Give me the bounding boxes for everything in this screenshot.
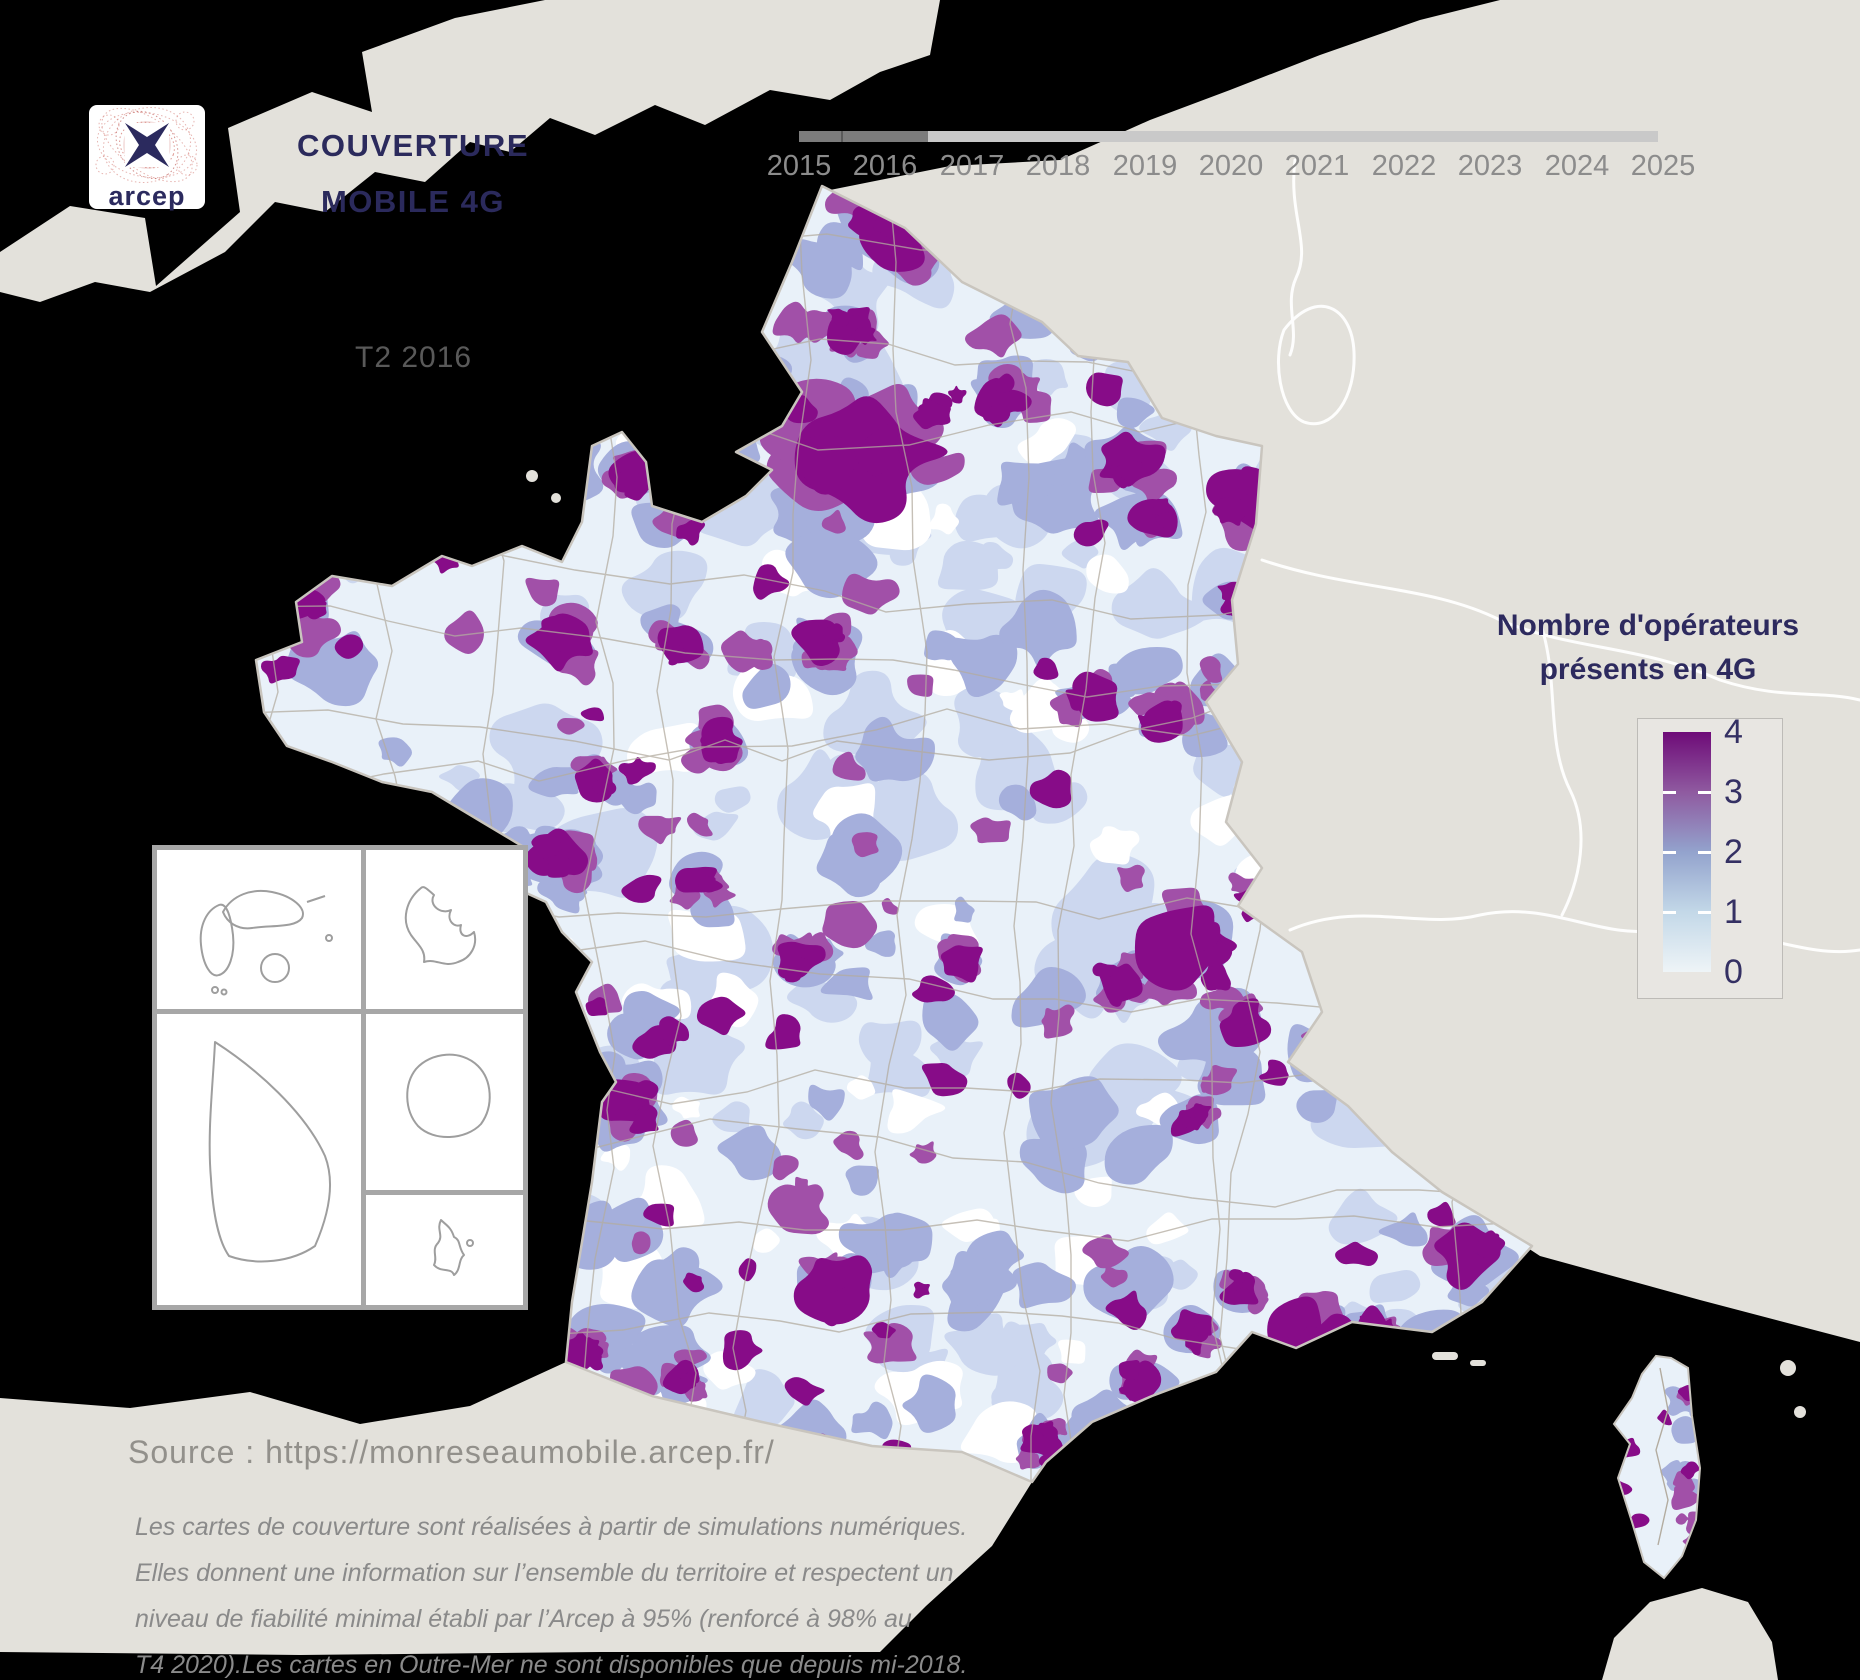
- legend-tick-mark: [1698, 791, 1711, 794]
- guyane-outline: [208, 1041, 331, 1263]
- timeline-slider-handle[interactable]: [841, 131, 843, 142]
- legend-tick-0: 0: [1724, 953, 1743, 991]
- legend-tick-4: 4: [1724, 713, 1743, 751]
- legend-tick-mark: [1663, 911, 1676, 914]
- inset-reunion[interactable]: [366, 1014, 523, 1190]
- legend-title: Nombre d'opérateurs présents en 4G: [1462, 604, 1834, 692]
- martinique-outline: [404, 886, 477, 965]
- timeline-year-2025[interactable]: 2025: [1630, 150, 1696, 182]
- timeline-year-2023[interactable]: 2023: [1457, 150, 1523, 182]
- disclaimer-line: niveau de fiabilité minimal établi par l…: [135, 1605, 912, 1633]
- legend-tick-mark: [1663, 791, 1676, 794]
- guadeloupe-outline: [199, 890, 333, 996]
- inset-guyane[interactable]: [157, 1014, 361, 1305]
- inset-mayotte[interactable]: [366, 1195, 523, 1305]
- country-borders: [1260, 158, 1860, 954]
- legend-tick-1: 1: [1724, 893, 1743, 931]
- timeline-slider-progress[interactable]: [799, 131, 928, 142]
- legend-title-line1: Nombre d'opérateurs: [1496, 609, 1800, 642]
- inset-guadeloupe[interactable]: [157, 850, 361, 1009]
- timeline-year-2017[interactable]: 2017: [939, 150, 1005, 182]
- legend-tick-mark: [1663, 851, 1676, 854]
- legend-tick-3: 3: [1724, 773, 1743, 811]
- legend-tick-2: 2: [1724, 833, 1743, 871]
- page-title: COUVERTURE MOBILE 4G: [233, 118, 593, 230]
- source-caption: Source : https://monreseaumobile.arcep.f…: [128, 1434, 775, 1470]
- legend-tick-mark: [1698, 911, 1711, 914]
- timeline-slider-track[interactable]: [799, 131, 1658, 142]
- timeline-year-2019[interactable]: 2019: [1112, 150, 1178, 182]
- disclaimer-line: T4 2020).Les cartes en Outre-Mer ne sont…: [135, 1651, 968, 1679]
- arcep-logo-scribble-icon: [95, 106, 198, 184]
- page-title-line2: MOBILE 4G: [320, 184, 505, 219]
- timeline-year-2021[interactable]: 2021: [1284, 150, 1350, 182]
- reunion-outline: [406, 1053, 491, 1139]
- disclaimer-line: Les cartes de couverture sont réalisées …: [135, 1513, 968, 1541]
- page-title-line1: COUVERTURE: [296, 128, 529, 163]
- timeline-year-2024[interactable]: 2024: [1544, 150, 1610, 182]
- period-label: T2 2016: [355, 341, 473, 374]
- disclaimer: Les cartes de couverture sont réalisées …: [135, 1504, 968, 1680]
- arcep-logo-text: arcep: [108, 181, 186, 211]
- corsica-region: [1612, 1354, 1702, 1580]
- mayotte-outline: [433, 1219, 474, 1276]
- timeline-year-2016[interactable]: 2016: [852, 150, 918, 182]
- inset-martinique[interactable]: [366, 850, 523, 1009]
- disclaimer-line: Elles donnent une information sur l’ense…: [135, 1559, 954, 1587]
- timeline-year-2018[interactable]: 2018: [1025, 150, 1091, 182]
- timeline-year-2020[interactable]: 2020: [1198, 150, 1264, 182]
- timeline-year-2022[interactable]: 2022: [1371, 150, 1437, 182]
- legend-title-line2: présents en 4G: [1539, 653, 1757, 686]
- timeline-year-2015[interactable]: 2015: [766, 150, 832, 182]
- arcep-logo: arcep: [89, 105, 205, 211]
- legend-tick-mark: [1698, 851, 1711, 854]
